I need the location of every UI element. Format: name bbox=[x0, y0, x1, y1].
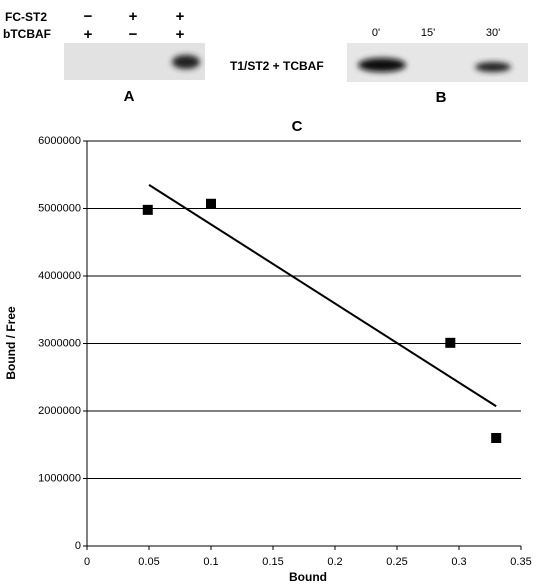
x-tick-label: 0.15 bbox=[262, 556, 283, 568]
band bbox=[358, 58, 406, 72]
band bbox=[172, 55, 200, 69]
panel-label: A bbox=[124, 88, 135, 105]
y-tick-label: 3000000 bbox=[38, 337, 81, 349]
figure: FC-ST2 bTCBAF − + + + − + A 0' 15' 30' T… bbox=[0, 0, 539, 587]
point bbox=[491, 433, 501, 443]
point bbox=[445, 338, 455, 348]
x-tick-label: 0.35 bbox=[510, 556, 531, 568]
y-tick-label: 1000000 bbox=[38, 472, 81, 484]
row-label: FC-ST2 bbox=[5, 10, 47, 24]
sign: − bbox=[129, 26, 138, 43]
sign: + bbox=[176, 26, 185, 43]
y-tick-label: 2000000 bbox=[38, 405, 81, 417]
trendline bbox=[149, 185, 496, 406]
sign: + bbox=[129, 8, 138, 25]
x-tick-label: 0.1 bbox=[203, 556, 218, 568]
y-tick-label: 5000000 bbox=[38, 202, 81, 214]
point bbox=[143, 205, 153, 215]
sign: − bbox=[84, 8, 93, 25]
band bbox=[475, 62, 511, 72]
sign: + bbox=[84, 26, 93, 43]
x-tick-label: 0 bbox=[84, 556, 90, 568]
lane-label: 30' bbox=[486, 27, 500, 39]
sign: + bbox=[176, 8, 185, 25]
x-axis-label: Bound bbox=[289, 570, 327, 584]
x-tick-label: 0.05 bbox=[138, 556, 159, 568]
row-label: bTCBAF bbox=[3, 27, 51, 41]
y-tick-label: 6000000 bbox=[38, 135, 81, 147]
y-tick-label: 4000000 bbox=[38, 270, 81, 282]
point bbox=[206, 199, 216, 209]
panel-label: B bbox=[436, 89, 447, 106]
y-tick-label: 0 bbox=[75, 540, 81, 552]
lane-label: 0' bbox=[372, 27, 380, 39]
sample-label: T1/ST2 + TCBAF bbox=[230, 59, 324, 73]
chart-title: C bbox=[292, 118, 303, 135]
x-tick-label: 0.25 bbox=[386, 556, 407, 568]
y-axis-label: Bound / Free bbox=[4, 306, 18, 380]
x-tick-label: 0.3 bbox=[451, 556, 466, 568]
x-tick-label: 0.2 bbox=[327, 556, 342, 568]
lane-label: 15' bbox=[421, 27, 435, 39]
